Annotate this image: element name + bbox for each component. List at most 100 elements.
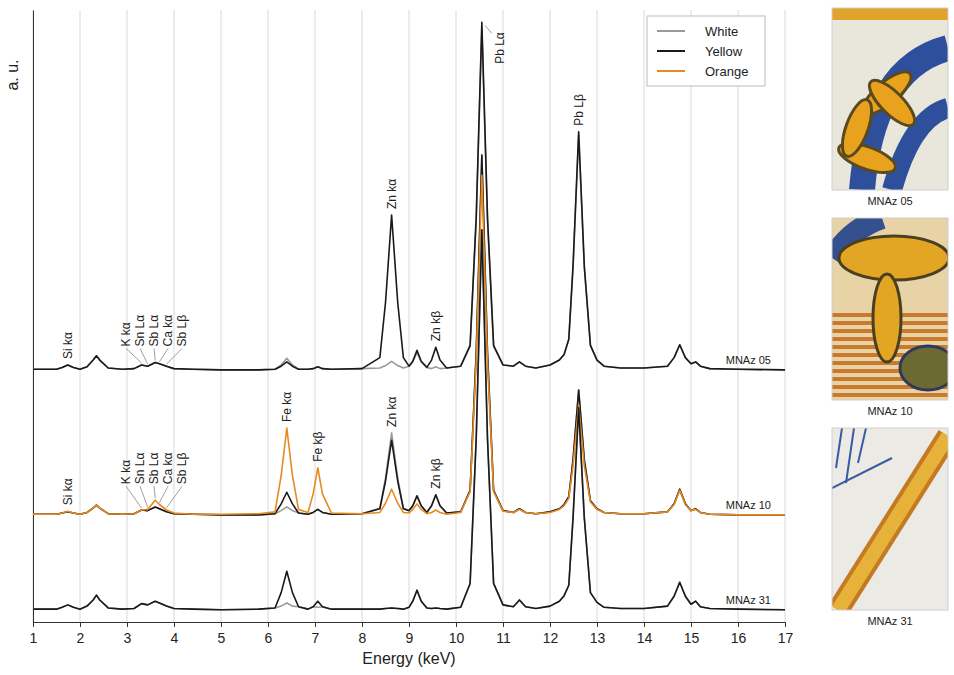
tile-ground — [832, 8, 948, 190]
grid-line — [33, 10, 34, 622]
peak-label: Zn kα — [385, 397, 399, 427]
x-tick-label: 4 — [171, 630, 179, 646]
x-tick-label: 6 — [265, 630, 273, 646]
sample-label: MNAz 05 — [726, 354, 771, 366]
legend-label: Yellow — [705, 44, 743, 59]
figure: 1234567891011121314151617Energy (keV)a. … — [0, 0, 954, 675]
peak-labels: Si kαK kαSn LαSb LαCa kαSb LβZn kαZn kβP… — [61, 25, 586, 508]
x-tick-label: 11 — [496, 630, 511, 646]
leader-line — [166, 486, 182, 508]
peak-label: Sn Lα — [133, 315, 147, 347]
x-tick: 16 — [731, 622, 747, 646]
peak-label: Sb Lβ — [175, 453, 189, 485]
x-tick: 1 — [30, 622, 38, 646]
x-tick: 5 — [218, 622, 226, 646]
spectrum-line — [33, 155, 785, 515]
leader-line — [166, 349, 182, 365]
x-tick-mark — [785, 622, 786, 627]
x-tick-mark — [456, 622, 457, 627]
x-tick-label: 14 — [637, 630, 653, 646]
x-tick: 9 — [406, 622, 414, 646]
tile-photo — [832, 428, 948, 610]
x-tick-label: 1 — [30, 630, 38, 646]
tile-blue-line — [846, 428, 854, 483]
tile-green-shape — [900, 346, 948, 390]
x-tick-mark — [362, 622, 363, 627]
tile-petal — [836, 96, 877, 160]
x-tick-label: 12 — [543, 630, 559, 646]
tile-yellow-band — [838, 436, 948, 610]
spectrum-line — [33, 155, 785, 515]
legend-swatch — [657, 30, 685, 32]
peak-label: Pb Lβ — [572, 94, 586, 126]
peak-label: Ca kα — [161, 315, 175, 347]
sample-label: MNAz 31 — [726, 594, 771, 606]
x-tick-mark — [127, 622, 128, 627]
legend-label: Orange — [705, 64, 748, 79]
peak-label: Fe kα — [280, 392, 294, 422]
tile-caption: MNAz 05 — [867, 195, 912, 207]
spectrum-line — [33, 230, 785, 610]
tile-blue-line — [858, 428, 866, 463]
tile-stripe — [832, 393, 948, 397]
peak-label: Fe kβ — [311, 431, 325, 461]
x-axis-title: Energy (keV) — [362, 650, 455, 667]
legend-swatch — [657, 70, 685, 72]
x-tick: 14 — [637, 622, 653, 646]
leader-line — [159, 486, 168, 502]
grid-line — [409, 10, 410, 622]
spectrum-line — [33, 175, 785, 515]
grid-line — [550, 10, 551, 622]
peak-label: Sn Lα — [133, 453, 147, 485]
grid-line — [127, 10, 128, 622]
grid-line — [362, 10, 363, 622]
x-tick-label: 16 — [731, 630, 747, 646]
grid-line — [644, 10, 645, 622]
x-tick: 10 — [449, 622, 465, 646]
x-tick: 8 — [359, 622, 367, 646]
peak-label: Si kα — [61, 478, 75, 505]
tile-frame — [832, 8, 948, 190]
tile-photo — [832, 218, 948, 400]
peak-label: Zn kβ — [429, 458, 443, 488]
x-tick-mark — [80, 622, 81, 627]
tile-caption: MNAz 10 — [867, 405, 912, 417]
plot-area — [33, 22, 785, 610]
legend-label: White — [705, 24, 738, 39]
grid-line — [785, 10, 786, 622]
legend: White Yellow Orange — [647, 16, 765, 86]
grid-line — [597, 10, 598, 622]
x-tick-label: 10 — [449, 630, 465, 646]
chart-svg: 1234567891011121314151617Energy (keV)a. … — [0, 0, 954, 675]
x-tick: 13 — [590, 622, 606, 646]
x-tick-label: 3 — [124, 630, 132, 646]
x-tick: 4 — [171, 622, 179, 646]
tile-yellow-shape — [873, 274, 901, 362]
leader-line — [159, 349, 168, 362]
x-tick-label: 5 — [218, 630, 226, 646]
leader-line — [140, 486, 148, 507]
peak-label: Si kα — [61, 332, 75, 359]
x-tick: 11 — [496, 622, 511, 646]
x-tick: 6 — [265, 622, 273, 646]
x-tick: 2 — [77, 622, 85, 646]
grid-line — [503, 10, 504, 622]
peak-label: Sb Lα — [147, 453, 161, 485]
peak-label: Zn kβ — [429, 311, 443, 341]
x-tick-label: 8 — [359, 630, 367, 646]
x-tick-label: 7 — [312, 630, 320, 646]
x-tick-mark — [33, 622, 34, 627]
x-tick-mark — [174, 622, 175, 627]
tile-frame — [832, 428, 948, 610]
legend-swatch — [657, 50, 685, 52]
spectrum-line — [33, 230, 785, 610]
leader-line — [140, 349, 148, 365]
x-tick-mark — [691, 622, 692, 627]
x-tick-label: 17 — [778, 630, 794, 646]
x-tick-label: 2 — [77, 630, 85, 646]
tile-frame — [832, 218, 948, 400]
peak-label: K kα — [119, 460, 133, 484]
x-axis-line — [34, 623, 786, 628]
peak-label: Ca kα — [161, 453, 175, 485]
peak-label: Pb Lα — [493, 32, 507, 64]
